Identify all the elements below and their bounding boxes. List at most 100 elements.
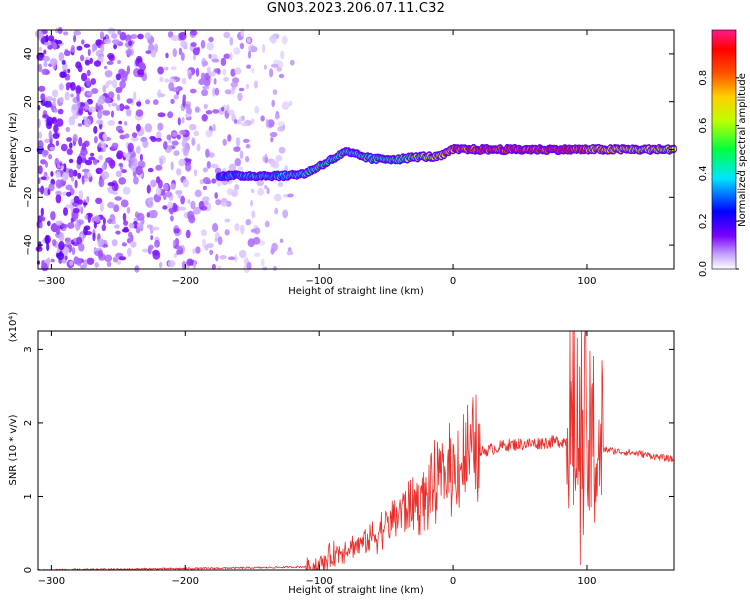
noise-blob — [42, 114, 49, 119]
noise-blob — [117, 29, 122, 35]
noise-blob — [146, 184, 151, 194]
noise-blob — [39, 216, 46, 222]
noise-blob — [64, 50, 71, 57]
noise-blob — [111, 220, 116, 225]
noise-blob — [204, 245, 209, 251]
noise-blob — [39, 222, 43, 229]
noise-blob — [118, 120, 123, 125]
noise-blob — [154, 239, 161, 248]
noise-blob — [137, 33, 144, 40]
noise-blob — [112, 256, 119, 263]
noise-blob — [66, 148, 73, 156]
noise-blob — [234, 254, 238, 263]
noise-blob — [261, 258, 265, 267]
noise-blob — [137, 69, 145, 76]
noise-blob — [86, 77, 91, 87]
noise-blob — [185, 229, 191, 239]
noise-blob — [150, 235, 154, 241]
noise-blob — [60, 223, 68, 229]
noise-blob — [198, 78, 206, 86]
noise-blob — [40, 159, 47, 165]
noise-blob — [52, 101, 56, 107]
noise-blob — [269, 68, 274, 78]
y-tick-label: 20 — [23, 95, 34, 108]
noise-blob — [264, 185, 268, 190]
noise-blob — [72, 133, 78, 143]
noise-blob — [266, 187, 270, 195]
noise-blob — [63, 207, 68, 216]
noise-blob — [95, 119, 104, 125]
noise-blob — [251, 210, 256, 219]
noise-blob — [192, 54, 196, 61]
noise-blob — [176, 245, 182, 251]
noise-blob — [82, 168, 90, 173]
y-tick-label: 0 — [23, 567, 34, 573]
noise-blob — [237, 92, 243, 102]
noise-blob — [202, 60, 209, 66]
noise-blob — [44, 138, 51, 143]
noise-blob — [112, 191, 118, 195]
noise-blob — [142, 139, 149, 149]
x-tick-label: 0 — [450, 276, 456, 287]
noise-blob — [125, 108, 132, 117]
noise-blob — [35, 246, 43, 252]
noise-blob — [84, 59, 91, 66]
noise-blob — [157, 66, 164, 75]
noise-blob — [44, 259, 52, 264]
noise-blob — [65, 184, 73, 191]
noise-blob — [65, 204, 73, 209]
noise-blob — [256, 179, 265, 187]
noise-blob — [76, 99, 81, 109]
noise-blob — [214, 87, 220, 96]
y-tick-label: 0 — [23, 146, 34, 152]
noise-blob — [208, 152, 215, 158]
noise-blob — [190, 42, 197, 47]
noise-blob — [93, 215, 101, 223]
noise-blob — [104, 254, 113, 263]
noise-blob — [133, 176, 139, 185]
noise-blob — [126, 206, 131, 214]
noise-blob — [81, 175, 85, 185]
noise-blob — [166, 134, 172, 141]
noise-blob — [70, 217, 74, 223]
noise-blob — [228, 163, 237, 172]
noise-blob — [234, 184, 240, 191]
noise-blob — [87, 48, 91, 57]
noise-blob — [208, 36, 214, 43]
noise-blob — [83, 101, 89, 110]
noise-blob — [204, 201, 209, 206]
noise-blob — [253, 227, 261, 235]
y-tick-label: 1 — [23, 493, 34, 499]
noise-blob — [235, 137, 241, 147]
noise-blob — [211, 58, 220, 63]
noise-blob — [214, 192, 218, 199]
noise-blob — [119, 103, 125, 112]
noise-blob — [107, 182, 115, 187]
noise-blob — [222, 138, 227, 146]
y-tick-label: 2 — [23, 420, 34, 426]
noise-blob — [280, 50, 285, 60]
noise-blob — [78, 137, 83, 147]
noise-blob — [107, 53, 115, 59]
noise-blob — [64, 255, 68, 260]
noise-blob — [177, 117, 181, 126]
noise-blob — [37, 63, 43, 73]
noise-blob — [202, 196, 210, 203]
noise-blob — [97, 109, 103, 120]
noise-blob — [182, 178, 189, 188]
noise-blob — [107, 187, 112, 191]
noise-blob — [262, 44, 266, 53]
colorbar-tick-label: 0.4 — [698, 165, 709, 181]
noise-blob — [178, 206, 187, 211]
noise-blob — [83, 171, 89, 179]
noise-blob — [121, 169, 127, 174]
noise-blob — [80, 54, 85, 62]
noise-blob — [58, 83, 64, 91]
noise-blob — [113, 43, 118, 50]
noise-blob — [171, 35, 179, 41]
noise-blob — [238, 249, 247, 259]
noise-blob — [203, 78, 211, 87]
noise-blob — [288, 100, 293, 107]
noise-blob — [184, 113, 191, 118]
noise-blob — [192, 47, 200, 56]
